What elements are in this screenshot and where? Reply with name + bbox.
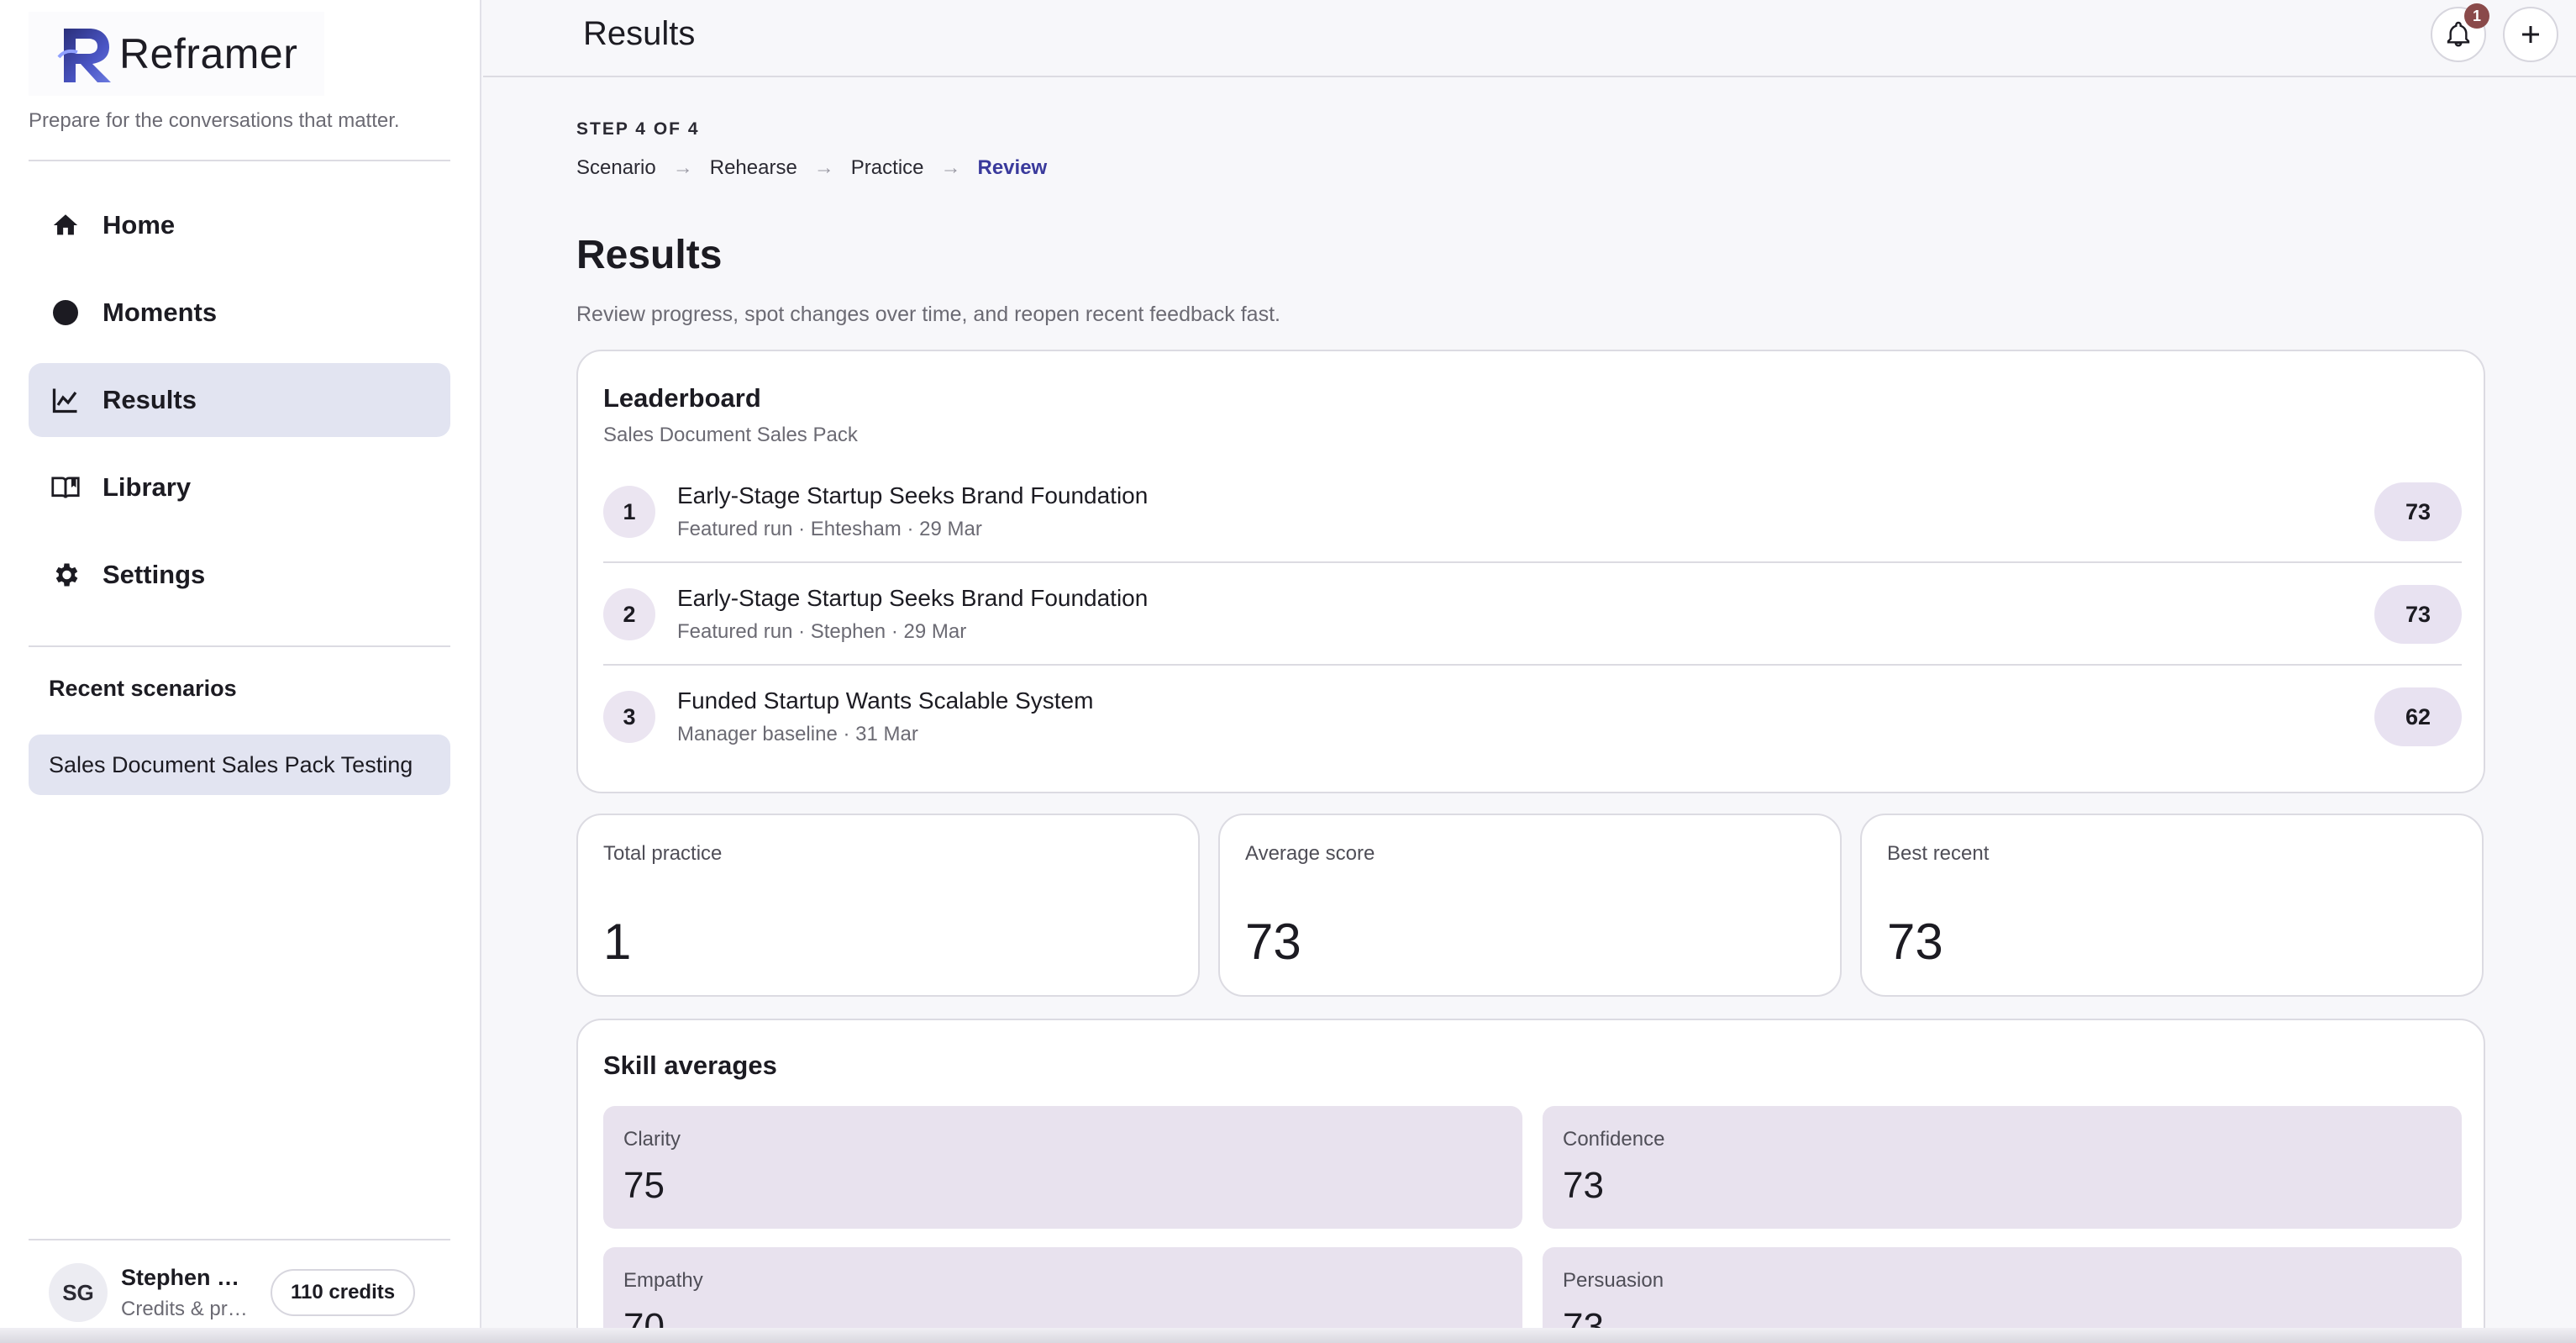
sidebar-item-settings[interactable]: Settings xyxy=(29,538,450,612)
skill-label: Persuasion xyxy=(1563,1269,1664,1292)
score-pill: 62 xyxy=(2374,687,2462,746)
breadcrumb-scenario[interactable]: Scenario xyxy=(576,156,656,179)
sidebar-item-label: Home xyxy=(103,210,176,240)
row-meta: Manager baseline · 31 Mar xyxy=(677,723,918,745)
skill-averages-card: Skill averages Clarity 75 Confidence 73 … xyxy=(576,1019,2485,1343)
stat-label: Best recent xyxy=(1887,842,1990,865)
window-bottom-edge xyxy=(0,1328,2576,1343)
user-name: Stephen Gallagher xyxy=(121,1264,255,1290)
sidebar-divider xyxy=(29,160,450,161)
leaderboard-row[interactable]: 2 Early-Stage Startup Seeks Brand Founda… xyxy=(603,565,2462,666)
recent-scenarios-title: Recent scenarios xyxy=(49,676,237,701)
skill-label: Confidence xyxy=(1563,1128,1665,1151)
notification-badge: 1 xyxy=(2464,3,2489,29)
topbar: Results 1 xyxy=(483,0,2576,77)
skill-label: Clarity xyxy=(623,1128,681,1151)
leaderboard-card: Leaderboard Sales Document Sales Pack 1 … xyxy=(576,350,2485,793)
rank-badge: 3 xyxy=(603,691,655,743)
stat-card-average-score: Average score 73 xyxy=(1218,814,1842,997)
arrow-right-icon: → xyxy=(672,156,693,179)
sidebar-item-home[interactable]: Home xyxy=(29,188,450,262)
page-header-title: Results xyxy=(583,15,696,52)
page-title: Results xyxy=(576,233,723,277)
leaderboard-row[interactable]: 1 Early-Stage Startup Seeks Brand Founda… xyxy=(603,462,2462,563)
credits-button[interactable]: 110 credits xyxy=(271,1269,416,1316)
leaderboard-title: Leaderboard xyxy=(603,383,761,413)
step-indicator: STEP 4 OF 4 xyxy=(576,119,700,139)
rank-badge: 1 xyxy=(603,486,655,538)
bell-icon xyxy=(2447,21,2470,47)
sidebar-item-library[interactable]: Library xyxy=(29,450,450,524)
sidebar-item-moments[interactable]: Moments xyxy=(29,276,450,350)
avatar: SG xyxy=(49,1263,108,1322)
page-subtitle: Review progress, spot changes over time,… xyxy=(576,303,1280,326)
stat-value: 73 xyxy=(1245,914,1301,970)
gear-icon xyxy=(50,560,81,590)
stat-value: 1 xyxy=(603,914,632,970)
book-icon xyxy=(50,472,81,503)
skill-tile-clarity: Clarity 75 xyxy=(603,1106,1522,1229)
breadcrumb-rehearse[interactable]: Rehearse xyxy=(709,156,797,179)
brand-logo[interactable]: Reframer xyxy=(29,12,324,96)
tagline: Prepare for the conversations that matte… xyxy=(29,109,400,132)
row-meta: Featured run · Ehtesham · 29 Mar xyxy=(677,518,982,540)
sidebar-item-label: Settings xyxy=(103,560,206,589)
row-title: Early-Stage Startup Seeks Brand Foundati… xyxy=(677,585,1149,611)
add-button[interactable] xyxy=(2503,7,2558,62)
row-title: Early-Stage Startup Seeks Brand Foundati… xyxy=(677,482,1149,508)
score-pill: 73 xyxy=(2374,482,2462,541)
leaderboard-subtitle: Sales Document Sales Pack xyxy=(603,424,858,446)
breadcrumb-review[interactable]: Review xyxy=(977,156,1048,179)
reframer-logo-icon xyxy=(57,29,111,82)
sidebar-item-label: Results xyxy=(103,385,197,414)
row-meta: Featured run · Stephen · 29 Mar xyxy=(677,620,967,643)
user-subtitle: Credits & profile xyxy=(121,1297,255,1320)
skill-value: 75 xyxy=(623,1165,665,1206)
skill-value: 73 xyxy=(1563,1165,1604,1206)
skill-tile-confidence: Confidence 73 xyxy=(1543,1106,2462,1229)
skill-label: Empathy xyxy=(623,1269,703,1292)
plus-icon xyxy=(2522,26,2539,43)
sidebar: Reframer Prepare for the conversations t… xyxy=(0,0,481,1343)
skill-averages-title: Skill averages xyxy=(603,1051,777,1080)
notifications-button[interactable]: 1 xyxy=(2431,3,2489,62)
rank-badge: 2 xyxy=(603,588,655,640)
home-icon xyxy=(50,210,81,240)
breadcrumb-practice[interactable]: Practice xyxy=(850,156,924,179)
arrow-right-icon: → xyxy=(813,156,834,179)
chart-line-icon xyxy=(50,385,81,415)
recent-scenario-label: Sales Document Sales Pack Testing xyxy=(49,751,413,777)
stat-label: Total practice xyxy=(603,842,723,865)
stat-card-total-practice: Total practice 1 xyxy=(576,814,1200,997)
sidebar-divider xyxy=(29,1239,450,1240)
stat-value: 73 xyxy=(1887,914,1943,970)
skill-tile-empathy: Empathy 70 xyxy=(603,1247,1522,1343)
recent-scenario-item[interactable]: Sales Document Sales Pack Testing xyxy=(29,735,450,795)
score-pill: 73 xyxy=(2374,585,2462,644)
leaderboard-row[interactable]: 3 Funded Startup Wants Scalable System M… xyxy=(603,667,2462,768)
stat-card-best-recent: Best recent 73 xyxy=(1860,814,2484,997)
sidebar-item-label: Library xyxy=(103,472,192,502)
row-title: Funded Startup Wants Scalable System xyxy=(677,687,1094,714)
arrow-right-icon: → xyxy=(940,156,961,179)
stat-label: Average score xyxy=(1245,842,1375,865)
sidebar-item-results[interactable]: Results xyxy=(29,363,450,437)
sidebar-item-label: Moments xyxy=(103,298,218,327)
user-info: Stephen Gallagher Credits & profile xyxy=(121,1265,255,1321)
sidebar-divider xyxy=(29,645,450,647)
breadcrumb: Scenario → Rehearse → Practice → Review xyxy=(576,156,1047,180)
user-profile[interactable]: SG Stephen Gallagher Credits & profile 1… xyxy=(29,1251,450,1335)
circle-icon xyxy=(50,298,81,328)
skill-tile-persuasion: Persuasion 73 xyxy=(1543,1247,2462,1343)
brand-name: Reframer xyxy=(119,30,298,77)
